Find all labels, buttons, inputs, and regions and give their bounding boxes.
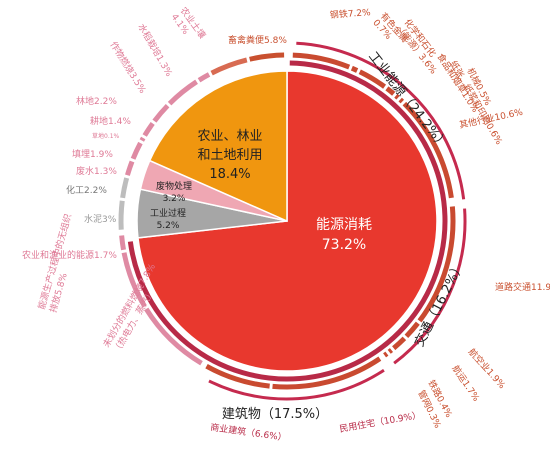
outer-label: 道路交通11.9%: [495, 281, 550, 293]
outer-ring-segment: [139, 136, 146, 142]
outer-label: 草地0.1%: [92, 132, 120, 140]
outer-ring-segment: [417, 206, 456, 323]
outer-label: 水泥3%: [84, 213, 117, 225]
outer-ring-segment: [152, 103, 170, 123]
group-brackets: [208, 41, 467, 401]
outer-ring-segment: [205, 364, 270, 389]
outer-ring-segment: [144, 307, 203, 366]
outer-label: 农业和渔业的能源1.7%: [22, 249, 117, 261]
slice-label-industrial: 工业过程 5.2%: [150, 207, 186, 231]
pie-slices: [136, 70, 438, 372]
outer-ring-segment: [292, 52, 351, 70]
outer-label: 航运1.7%: [450, 363, 483, 404]
outer-label: 农业土壤4.1%: [169, 5, 209, 48]
slice-label-waste: 废物处理 3.2%: [156, 180, 192, 204]
outer-label: 作物燃烧3.5%: [107, 39, 149, 96]
outer-ring-segment: [121, 252, 147, 308]
pie-slice-labels: 能源消耗 73.2% 工业过程 5.2% 废物处理 3.2%农业、林业和土地利用 18.4%: [150, 129, 372, 253]
slice-label-energy: 能源消耗 73.2%: [316, 217, 372, 253]
outer-ring-segment: [119, 235, 126, 251]
outer-label: 林地2.2%: [76, 95, 117, 107]
outer-label: 废水1.3%: [76, 165, 117, 177]
outer-label: 民用住宅（10.9%）: [338, 409, 421, 435]
outer-label: 商业建筑（6.6%）: [210, 421, 288, 444]
outer-ring-segment: [358, 69, 387, 89]
outer-ring-segment: [249, 52, 285, 62]
outer-ring-segment: [383, 351, 389, 358]
outer-ring-segment: [350, 65, 359, 73]
group-bracket: [296, 41, 466, 200]
outer-label: 钢铁7.2%: [329, 6, 371, 21]
outer-ring-segment: [385, 86, 396, 96]
outer-ring-segment: [387, 348, 394, 354]
outer-label: 填埋1.9%: [72, 148, 113, 160]
outer-ring-segment: [120, 177, 130, 199]
outer-label: 耕地1.4%: [90, 115, 131, 127]
outer-ring-segment: [130, 141, 143, 160]
outer-ring-segment: [404, 321, 420, 339]
outer-label: 化工2.2%: [66, 184, 107, 196]
outer-ring-segment: [398, 97, 405, 104]
outer-ring-segment: [125, 160, 135, 176]
group-bracket: [393, 208, 467, 365]
energy-inner-ring: [127, 60, 448, 382]
outer-ring-segment: [272, 356, 382, 390]
outer-label: 畜禽粪便5.8%: [228, 34, 287, 46]
outer-ring-segment: [210, 57, 248, 76]
outer-ring-segment: [167, 79, 198, 106]
group-label: 建筑物（17.5%）: [222, 406, 328, 422]
outer-label: 能源生产过程中的无组织排放5.8%: [35, 212, 85, 314]
pie-slice-agriculture: [148, 70, 288, 223]
outer-ring-segment: [394, 93, 400, 100]
outer-ring-segment: [402, 101, 454, 199]
group-bracket: [208, 369, 385, 401]
outer-label: 水稻栽培1.3%: [135, 22, 175, 79]
outer-ring: [118, 52, 456, 390]
outer-ring-segment: [118, 200, 125, 230]
outer-label: 化学和石化（能源）3.6%: [394, 16, 448, 76]
outer-ring-segment: [197, 72, 211, 83]
slice-label-agriculture: 农业、林业和土地利用 18.4%: [197, 129, 262, 182]
outer-ring-segment: [392, 336, 407, 351]
outer-ring-segment: [142, 121, 155, 137]
